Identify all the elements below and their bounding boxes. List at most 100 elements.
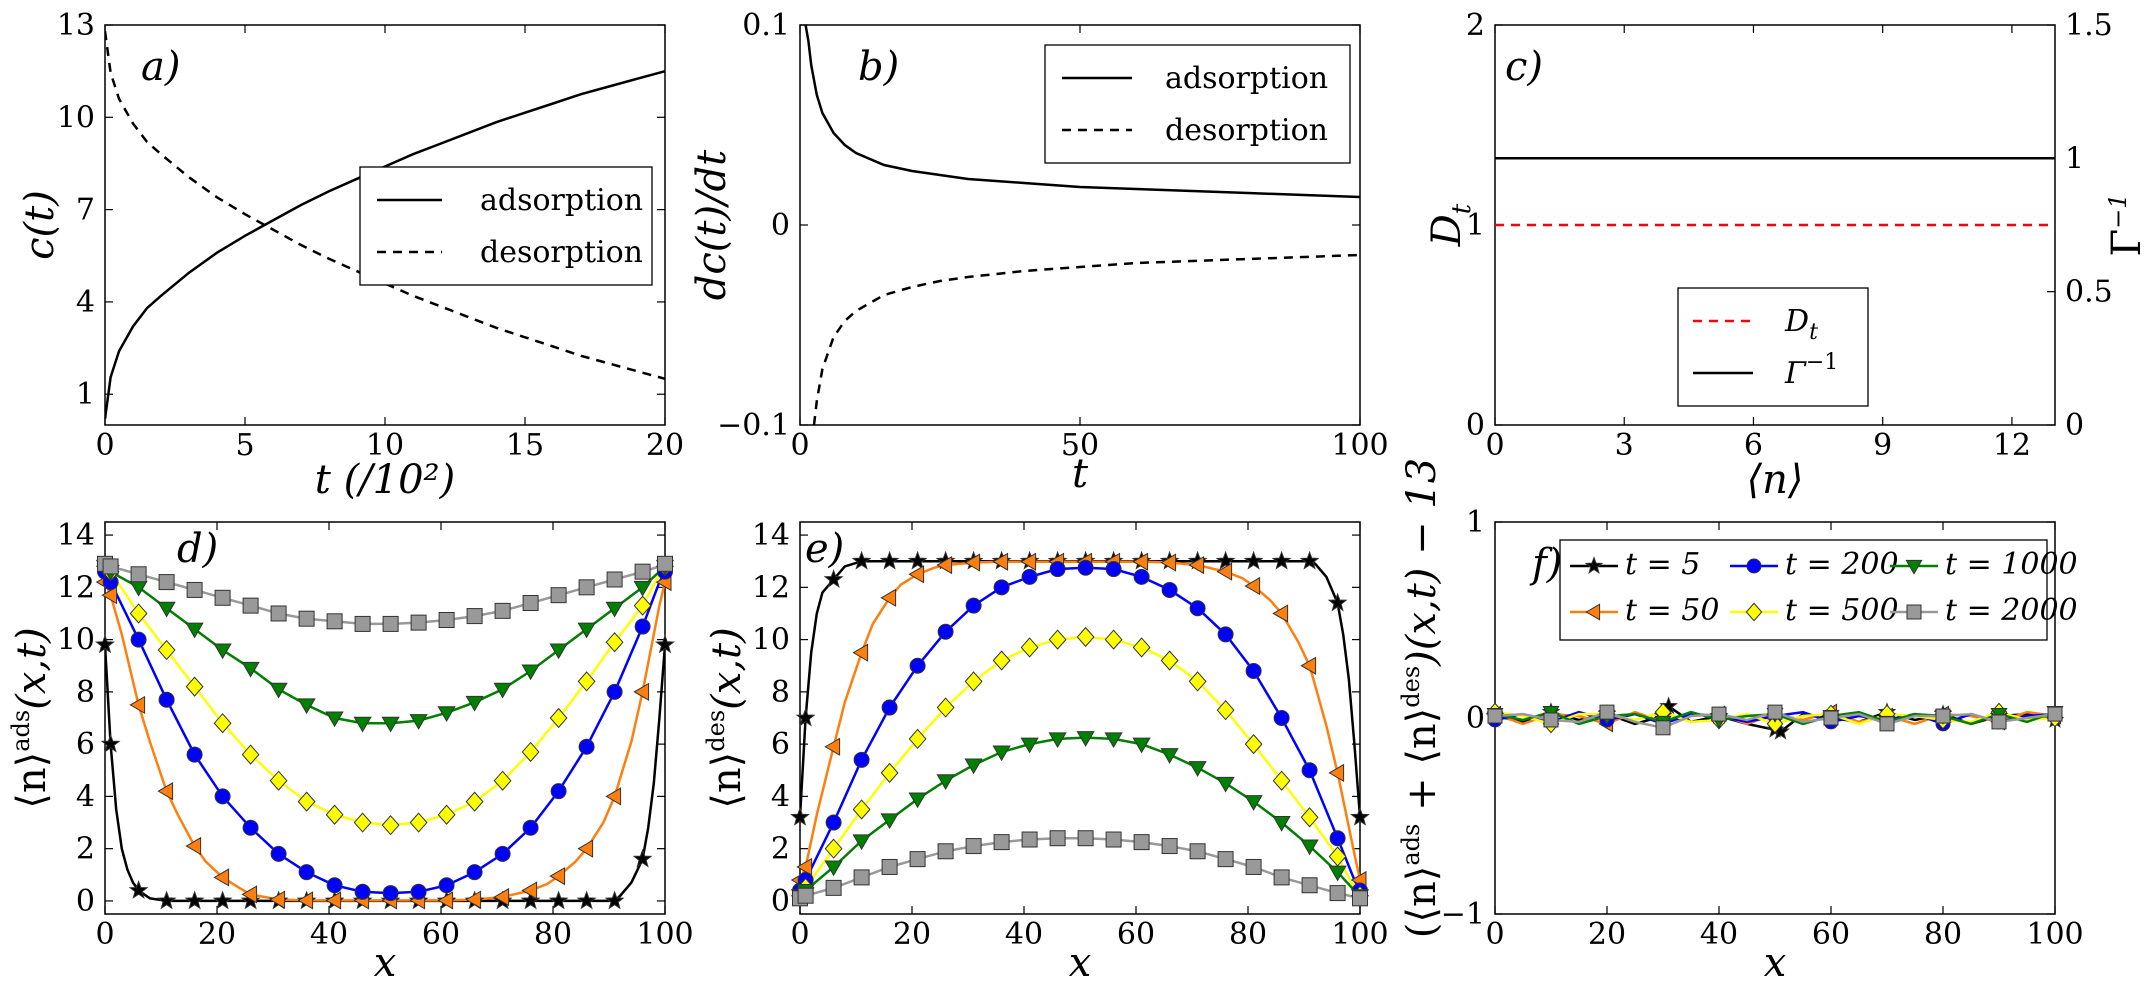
- data-point-marker: [964, 671, 983, 692]
- data-point-marker: [1272, 816, 1291, 832]
- panel-label-b: b): [858, 44, 899, 90]
- data-point-marker: [937, 623, 954, 640]
- data-point-marker: [1301, 762, 1318, 779]
- x-axis-label-b: t: [1072, 451, 1089, 497]
- x-tick-label: 20: [646, 428, 684, 463]
- data-point-marker: [129, 580, 148, 597]
- data-point-marker: [156, 890, 177, 910]
- data-point-marker: [824, 838, 843, 859]
- data-point-marker: [410, 614, 427, 631]
- data-point-marker: [130, 566, 147, 583]
- y-axis-label-a: c(t): [17, 190, 63, 260]
- data-point-marker: [186, 746, 203, 763]
- data-point-marker: [186, 581, 203, 598]
- data-point-marker: [128, 880, 149, 899]
- data-point-marker: [1132, 637, 1151, 658]
- data-point-marker: [880, 588, 897, 607]
- data-point-marker: [550, 587, 567, 604]
- data-point-marker: [185, 622, 204, 639]
- data-point-marker: [1215, 550, 1236, 570]
- data-point-marker: [548, 890, 569, 910]
- data-point-marker: [493, 887, 510, 907]
- legend-c: Dt Γ−1: [1677, 287, 1869, 407]
- data-point-marker: [964, 553, 981, 572]
- data-point-marker: [465, 791, 484, 812]
- data-point-marker: [95, 634, 115, 654]
- data-point-marker: [1216, 562, 1233, 581]
- y-tick-label: 14: [752, 518, 790, 553]
- data-point-marker: [1132, 552, 1149, 571]
- data-point-marker: [354, 615, 371, 632]
- data-point-marker: [1217, 851, 1234, 868]
- legend-sample-marker: [1906, 604, 1922, 620]
- x-tick-label: 20: [893, 917, 931, 952]
- legend-label: t = 500: [1785, 593, 1899, 628]
- legend-label: desorption: [480, 235, 643, 270]
- data-point-marker: [184, 890, 205, 910]
- x-tick-label: 6: [1744, 428, 1763, 463]
- data-point-marker: [521, 741, 540, 763]
- data-point-marker: [881, 699, 898, 716]
- data-point-marker: [353, 812, 372, 833]
- y-tick-label: −1: [1441, 897, 1485, 932]
- data-point-marker: [214, 788, 231, 805]
- data-point-marker: [1020, 552, 1037, 571]
- data-point-marker: [1104, 732, 1123, 749]
- data-point-marker: [549, 643, 568, 660]
- data-point-marker: [129, 603, 148, 624]
- data-point-marker: [908, 792, 927, 809]
- legend-label: desorption: [1165, 113, 1328, 148]
- data-point-marker: [297, 698, 316, 715]
- axes-a: 0 5 10 15 20 1 4 7 10 13: [57, 8, 684, 463]
- data-point-marker: [605, 601, 624, 618]
- data-point-marker: [824, 860, 843, 877]
- data-point-marker: [1991, 714, 2007, 730]
- legend-label: Dt: [1784, 304, 1818, 345]
- data-point-marker: [936, 556, 953, 575]
- data-point-marker: [1350, 806, 1370, 826]
- legend-label: t = 5: [1625, 547, 1700, 582]
- data-point-marker: [993, 834, 1010, 851]
- data-point-marker: [1273, 869, 1290, 886]
- data-point-marker: [1879, 716, 1895, 732]
- data-point-marker: [1076, 731, 1095, 747]
- x-tick-label: 100: [1331, 428, 1388, 463]
- x-tick-label: 80: [1229, 917, 1267, 952]
- data-point-marker: [437, 706, 456, 723]
- data-point-marker: [1244, 795, 1263, 811]
- data-point-marker: [1329, 830, 1346, 847]
- data-point-marker: [1160, 650, 1179, 671]
- data-point-marker: [326, 613, 343, 630]
- markers-e-5: [792, 830, 1368, 907]
- markers-e-3: [791, 626, 1369, 906]
- y-tick-label: 0: [76, 884, 95, 919]
- y-axis-label-e: ⟨n⟩des(x,t): [702, 627, 750, 808]
- data-point-marker: [325, 804, 344, 825]
- panel-label-e: e): [805, 526, 844, 572]
- data-point-marker: [409, 812, 428, 833]
- data-point-marker: [493, 682, 512, 699]
- data-point-marker: [325, 891, 342, 910]
- data-point-marker: [1049, 561, 1066, 578]
- data-point-marker: [158, 574, 175, 591]
- data-point-marker: [852, 834, 871, 851]
- data-point-marker: [1217, 626, 1234, 643]
- x-axis-label-a: t (/10²): [315, 457, 455, 503]
- panel-label-c: c): [1505, 44, 1543, 90]
- panel-label-f: f): [1529, 541, 1562, 587]
- data-point-marker: [1655, 720, 1671, 736]
- data-point-marker: [1301, 877, 1318, 894]
- series-line-b-1: [812, 253, 1360, 425]
- y-tick-label: 1: [1466, 208, 1485, 243]
- legend-frame: [1044, 44, 1351, 164]
- legend-label: t = 200: [1785, 547, 1899, 582]
- data-point-marker: [578, 738, 595, 755]
- data-point-marker: [577, 622, 596, 639]
- data-point-marker: [1160, 748, 1179, 764]
- data-point-marker: [1245, 662, 1262, 679]
- legend-sample-marker: [1905, 559, 1923, 575]
- x-tick-label: 3: [1615, 428, 1634, 463]
- y-right-tick-label: 1: [2065, 141, 2084, 176]
- data-point-marker: [795, 707, 816, 727]
- y-tick-label: 2: [1466, 8, 1485, 43]
